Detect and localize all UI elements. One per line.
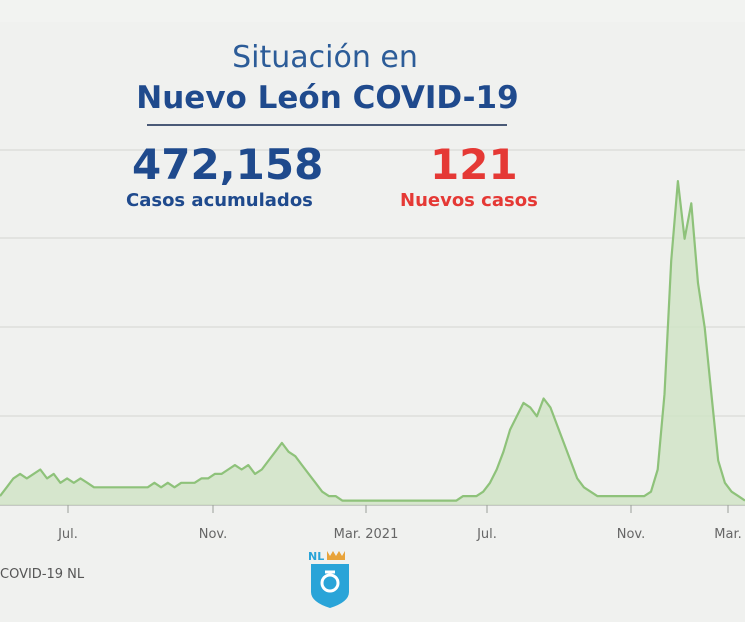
title-line-2: Nuevo León COVID-19 xyxy=(136,80,519,116)
x-tick-label-0: Jul. xyxy=(57,527,78,542)
title-divider xyxy=(147,124,507,126)
nl-logo-text: NL xyxy=(308,550,324,563)
source-label: COVID-19 NL xyxy=(0,567,85,582)
series-line xyxy=(0,180,745,502)
new-cases-value: 121 xyxy=(430,140,518,189)
x-tick-label-1: Nov. xyxy=(199,527,228,542)
chart-area-layer xyxy=(0,180,745,505)
x-axis-ticks: Jul. Nov. Mar. 2021 Jul. Nov. Mar. xyxy=(57,505,742,542)
title-line-1: Situación en xyxy=(232,40,418,75)
chart-grid xyxy=(0,149,745,506)
nl-logo: NL xyxy=(308,550,349,608)
new-cases-label: Nuevos casos xyxy=(400,190,538,211)
cumulative-cases-label: Casos acumulados xyxy=(126,190,313,211)
x-tick-label-3: Jul. xyxy=(476,527,497,542)
chart-panel xyxy=(0,22,745,622)
x-tick-label-2: Mar. 2021 xyxy=(334,527,399,542)
x-tick-label-5: Mar. xyxy=(714,527,741,542)
cumulative-cases-value: 472,158 xyxy=(132,140,324,189)
x-tick-label-4: Nov. xyxy=(617,527,646,542)
series-area xyxy=(0,181,745,505)
